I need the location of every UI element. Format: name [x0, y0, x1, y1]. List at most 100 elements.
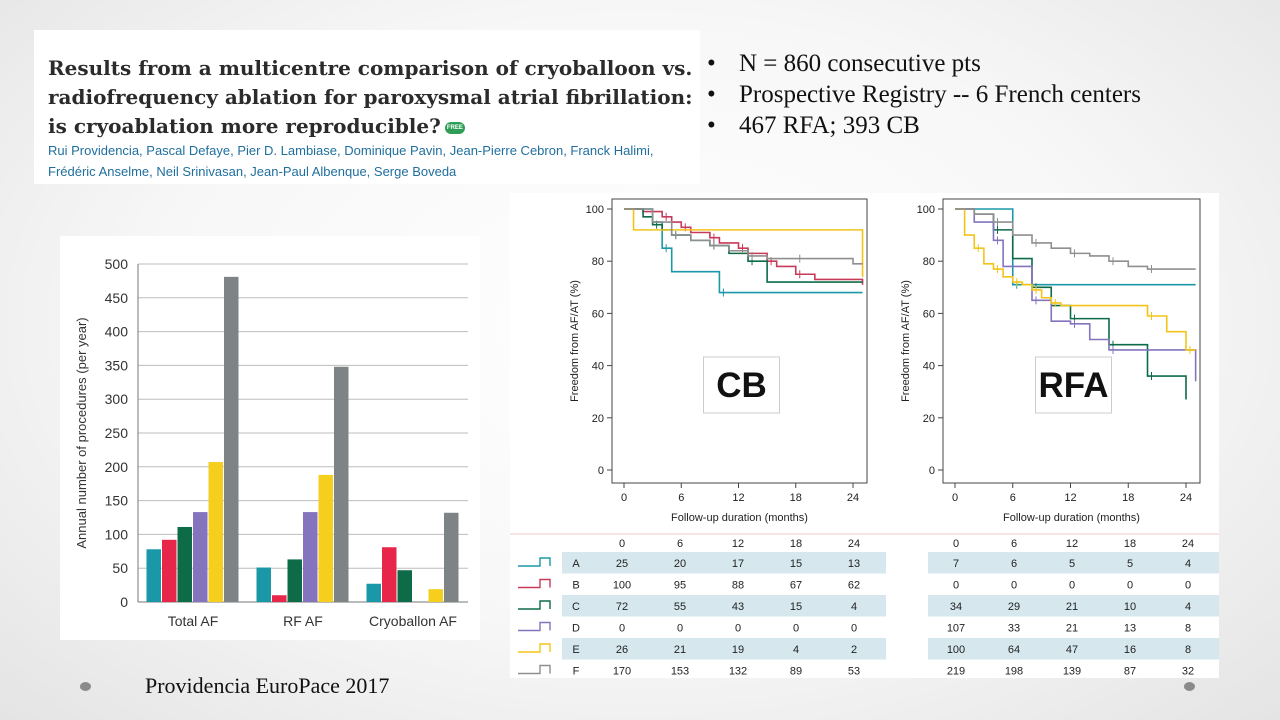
legend-step-icon: [518, 621, 551, 632]
x-tick-label: 0: [621, 492, 627, 504]
bar: [334, 366, 349, 602]
risk-cell-cb: 100: [613, 579, 631, 591]
risk-cell-rfa: 6: [1011, 558, 1017, 570]
risk-cell-cb: 72: [616, 601, 628, 613]
y-tick-label: 100: [586, 204, 604, 216]
y-tick-label: 300: [105, 391, 129, 407]
risk-header-cb: 0: [619, 538, 625, 550]
slide-nav-dot-right[interactable]: [1184, 682, 1195, 691]
group-label-box: [703, 356, 780, 414]
legend-step-icon: [518, 664, 551, 675]
risk-cell-cb: 53: [848, 665, 860, 677]
group-label: CB: [716, 366, 767, 405]
x-tick-label: 12: [732, 492, 744, 504]
risk-row-band: [562, 595, 886, 617]
y-tick-label: 20: [592, 413, 604, 425]
risk-cell-cb: 0: [793, 622, 799, 634]
x-tick-label: 12: [1064, 492, 1076, 504]
y-tick-label: 0: [598, 465, 604, 477]
km-curve: [955, 208, 1197, 382]
risk-cell-rfa: 198: [1005, 665, 1023, 677]
risk-header-rfa: 0: [953, 538, 959, 550]
risk-cell-rfa: 16: [1124, 644, 1136, 656]
risk-header-rfa: 24: [1182, 538, 1194, 550]
y-tick-label: 50: [112, 560, 128, 576]
legend-step-icon: [518, 643, 551, 653]
risk-cell-cb: 89: [790, 665, 802, 677]
risk-cell-rfa: 87: [1124, 665, 1136, 677]
y-tick-label: 150: [105, 493, 129, 509]
risk-cell-rfa: 0: [1011, 579, 1017, 591]
risk-cell-cb: 4: [851, 601, 857, 613]
x-category-label: Cryoballon AF: [369, 613, 457, 629]
authors-line-1: Rui Providencia, Pascal Defaye, Pier D. …: [48, 143, 654, 158]
y-tick-label: 500: [105, 256, 129, 272]
y-tick-label: 80: [923, 256, 935, 268]
bar: [287, 559, 302, 602]
risk-cell-cb: 0: [735, 622, 741, 634]
x-tick-label: 6: [1010, 492, 1016, 504]
bar: [318, 474, 333, 602]
footer-caption: Providencia EuroPace 2017: [145, 673, 390, 698]
risk-row-band: [562, 552, 886, 574]
bar: [382, 547, 397, 602]
risk-header-cb: 6: [677, 538, 683, 550]
km-curve: [624, 208, 863, 265]
risk-cell-rfa: 32: [1182, 665, 1194, 677]
group-label-box: [1035, 356, 1112, 414]
risk-cell-cb: 0: [851, 622, 857, 634]
bullet-text: 467 RFA; 393 CB: [739, 112, 920, 139]
y-tick-label: 20: [923, 413, 935, 425]
risk-cell-cb: 95: [674, 579, 686, 591]
risk-cell-rfa: 13: [1124, 622, 1136, 634]
risk-cell-cb: 88: [732, 579, 744, 591]
risk-cell-cb: 67: [790, 579, 802, 591]
risk-cell-cb: 132: [729, 665, 747, 677]
y-tick-label: 60: [592, 308, 604, 320]
y-tick-label: 400: [105, 324, 129, 340]
risk-cell-cb: 17: [732, 558, 744, 570]
x-tick-label: 24: [847, 492, 859, 504]
bullet-text: N = 860 consecutive pts: [739, 50, 981, 77]
bar: [428, 589, 443, 602]
bar: [224, 276, 239, 602]
risk-cell-rfa: 5: [1127, 558, 1133, 570]
y-tick-label: 80: [592, 256, 604, 268]
risk-cell-rfa: 34: [950, 601, 962, 613]
risk-cell-cb: 20: [674, 558, 686, 570]
risk-cell-rfa: 8: [1185, 622, 1191, 634]
y-axis-label: Freedom from AF/AT (%): [900, 280, 912, 402]
risk-header-cb: 12: [732, 538, 744, 550]
bar: [208, 462, 223, 602]
bar-chart-panel: 0 50 100 150 200 250 300 350 400 450 500 Annual num…: [60, 236, 480, 640]
x-tick-label: 6: [678, 492, 684, 504]
risk-row-label: F: [573, 665, 580, 677]
legend-step-icon: [518, 557, 551, 567]
y-tick-label: 100: [917, 204, 935, 216]
risk-cell-cb: 0: [677, 622, 683, 634]
x-axis-label: Follow-up duration (months): [671, 512, 808, 524]
x-tick-label: 0: [952, 492, 958, 504]
bullet-marker: •: [707, 112, 716, 139]
risk-cell-rfa: 8: [1185, 644, 1191, 656]
y-axis-label: Freedom from AF/AT (%): [569, 280, 581, 402]
risk-cell-rfa: 0: [1069, 579, 1075, 591]
y-tick-label: 450: [105, 290, 129, 306]
paper-header: Results from a multicentre comparison of…: [34, 30, 700, 184]
risk-cell-cb: 170: [613, 665, 631, 677]
risk-cell-rfa: 100: [947, 644, 965, 656]
bar: [366, 583, 381, 602]
slide-nav-dot-left[interactable]: [80, 682, 91, 691]
risk-row-label: A: [572, 558, 580, 570]
risk-cell-rfa: 33: [1008, 622, 1020, 634]
risk-row-label: D: [572, 622, 580, 634]
risk-cell-rfa: 4: [1185, 601, 1191, 613]
x-axis-label: Follow-up duration (months): [1003, 512, 1140, 524]
bullet-item: • N = 860 consecutive pts: [707, 48, 1141, 79]
x-category-label: Total AF: [168, 613, 219, 629]
km-curve: [955, 208, 1196, 270]
risk-cell-cb: 153: [671, 665, 689, 677]
group-label: RFA: [1039, 366, 1109, 405]
bar: [146, 549, 161, 602]
